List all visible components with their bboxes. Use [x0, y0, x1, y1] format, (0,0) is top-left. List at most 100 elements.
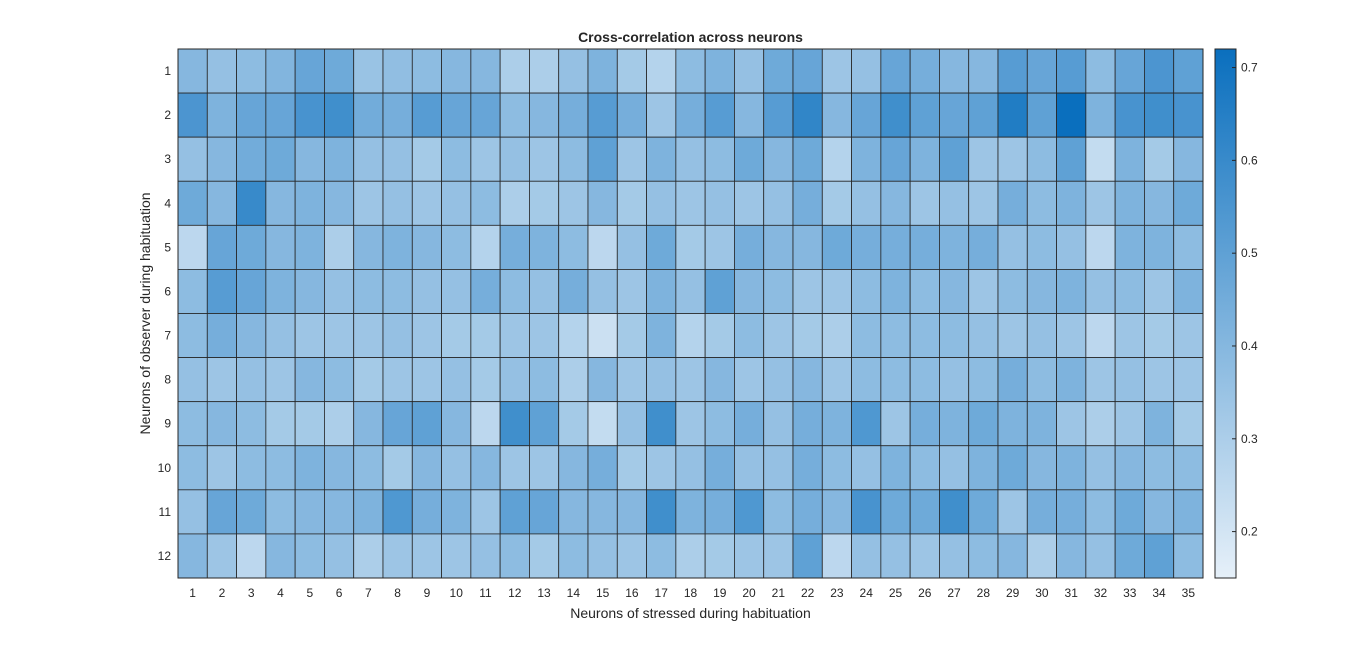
heatmap-cell	[499, 357, 530, 403]
heatmap-cell	[294, 357, 325, 403]
heatmap-cell	[1144, 180, 1175, 226]
heatmap-cell	[880, 445, 911, 491]
colorbar	[1214, 48, 1237, 579]
heatmap-cell	[1144, 224, 1175, 270]
heatmap-cell	[851, 357, 882, 403]
x-tick-label: 5	[306, 586, 313, 600]
heatmap-cell	[558, 445, 589, 491]
heatmap-cell	[880, 136, 911, 182]
heatmap-cell	[939, 180, 970, 226]
plot-frame	[177, 48, 1204, 579]
heatmap-cell	[441, 180, 472, 226]
heatmap-cell	[441, 48, 472, 94]
heatmap-cell	[734, 180, 765, 226]
heatmap-cell	[558, 48, 589, 94]
heatmap-cell	[968, 357, 999, 403]
heatmap-cell	[470, 357, 501, 403]
heatmap-cell	[704, 136, 735, 182]
heatmap-cell	[441, 401, 472, 447]
y-tick-label: 9	[164, 417, 171, 431]
heatmap-cell	[499, 445, 530, 491]
heatmap-cell	[1056, 180, 1087, 226]
heatmap-cell	[353, 533, 384, 579]
heatmap-cell	[997, 92, 1028, 138]
heatmap-cell	[646, 180, 677, 226]
heatmap-cell	[616, 445, 647, 491]
heatmap-cell	[294, 533, 325, 579]
heatmap-cell	[997, 180, 1028, 226]
heatmap-cell	[265, 401, 296, 447]
heatmap-cell	[616, 48, 647, 94]
heatmap-cell	[441, 92, 472, 138]
heatmap-cell	[324, 224, 355, 270]
heatmap-cell	[997, 445, 1028, 491]
heatmap-cell	[821, 269, 852, 314]
heatmap-cell	[880, 224, 911, 270]
heatmap-cell	[177, 313, 208, 358]
heatmap-cell	[324, 313, 355, 358]
heatmap-cell	[1114, 533, 1145, 579]
heatmap-cell	[1026, 224, 1057, 270]
heatmap-cell	[470, 180, 501, 226]
x-tick-label: 14	[567, 586, 581, 600]
heatmap-cell	[206, 92, 237, 138]
heatmap-cell	[616, 136, 647, 182]
heatmap-cell	[411, 357, 442, 403]
heatmap-cell	[646, 136, 677, 182]
heatmap-cell	[939, 48, 970, 94]
heatmap-cell	[1056, 489, 1087, 535]
heatmap-cell	[939, 269, 970, 314]
y-axis-label: Neurons of observer during habituation	[137, 192, 153, 434]
heatmap-cell	[470, 48, 501, 94]
heatmap-cell	[792, 180, 823, 226]
y-tick-label: 2	[164, 108, 171, 122]
heatmap-cell	[294, 180, 325, 226]
heatmap-cell	[353, 489, 384, 535]
heatmap-cell	[470, 445, 501, 491]
heatmap-cell	[324, 92, 355, 138]
x-tick-label: 3	[248, 586, 255, 600]
heatmap-cell	[851, 269, 882, 314]
heatmap-cell	[1173, 313, 1204, 358]
heatmap-cell	[265, 357, 296, 403]
heatmap-cell	[236, 533, 267, 579]
x-tick-label: 7	[365, 586, 372, 600]
heatmap-cell	[1026, 401, 1057, 447]
heatmap-cell	[851, 224, 882, 270]
heatmap-cell	[675, 357, 706, 403]
heatmap-cell	[499, 269, 530, 314]
heatmap-cell	[206, 401, 237, 447]
heatmap-cell	[294, 48, 325, 94]
heatmap-cell	[236, 489, 267, 535]
heatmap-cell	[265, 269, 296, 314]
colorbar-tick-label: 0.3	[1241, 432, 1258, 446]
heatmap-cell	[324, 533, 355, 579]
heatmap-cell	[529, 401, 560, 447]
y-tick-label: 1	[164, 64, 171, 78]
heatmap-cell	[734, 313, 765, 358]
heatmap-cell	[324, 48, 355, 94]
heatmap-cell	[821, 401, 852, 447]
colorbar-tick-label: 0.5	[1241, 246, 1258, 260]
heatmap-cell	[353, 224, 384, 270]
heatmap-cell	[939, 401, 970, 447]
heatmap-cell	[236, 401, 267, 447]
x-tick-label: 17	[655, 586, 669, 600]
heatmap-cell	[441, 533, 472, 579]
heatmap-cell	[909, 445, 940, 491]
heatmap-cell	[968, 401, 999, 447]
heatmap-cell	[968, 269, 999, 314]
heatmap-cell	[411, 92, 442, 138]
heatmap-cell	[558, 357, 589, 403]
heatmap-cell	[1026, 136, 1057, 182]
heatmap-cell	[1056, 401, 1087, 447]
heatmap-cell	[792, 357, 823, 403]
heatmap-cell	[236, 92, 267, 138]
heatmap-cell	[587, 445, 618, 491]
heatmap-cell	[704, 48, 735, 94]
heatmap-cell	[1144, 313, 1175, 358]
heatmap-cell	[792, 533, 823, 579]
heatmap-cell	[704, 489, 735, 535]
